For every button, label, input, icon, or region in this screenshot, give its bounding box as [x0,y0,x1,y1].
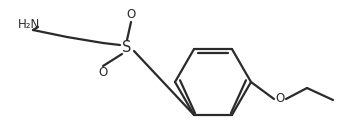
Text: O: O [275,92,285,105]
Text: O: O [126,9,136,21]
Text: S: S [122,40,132,54]
Text: O: O [98,67,107,80]
Text: H₂N: H₂N [18,18,40,31]
